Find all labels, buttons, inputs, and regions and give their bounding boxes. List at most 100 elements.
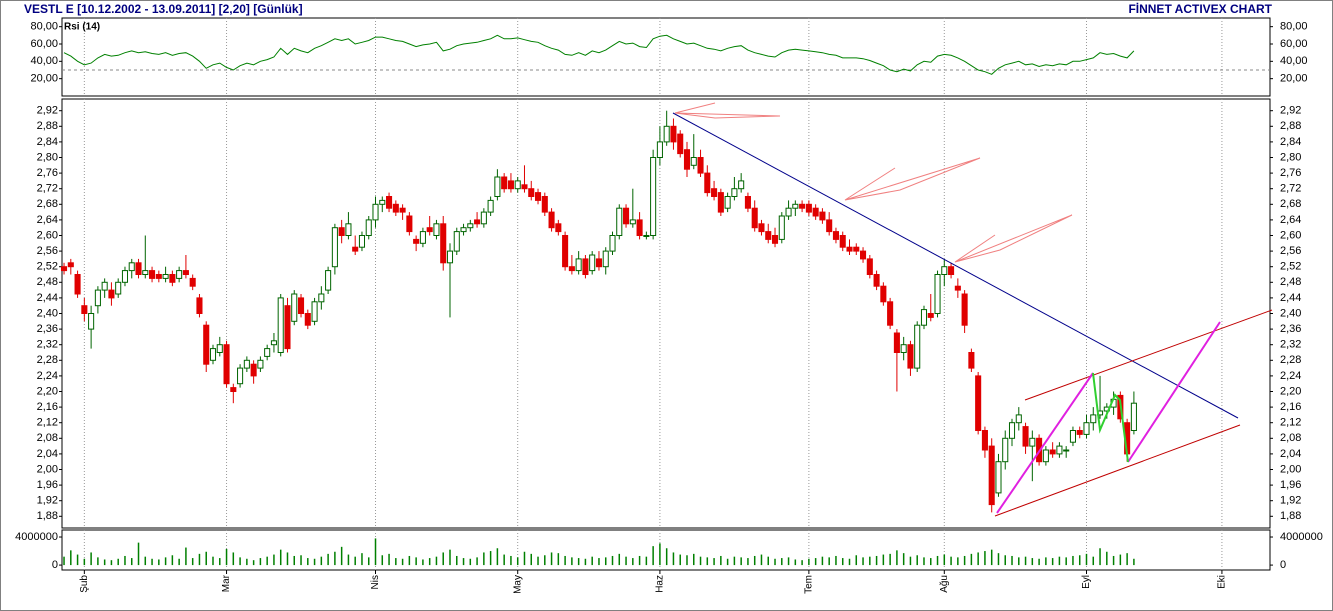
volume-bar xyxy=(584,558,587,566)
candle-body xyxy=(589,254,596,272)
volume-bar xyxy=(930,558,932,566)
candle-body xyxy=(751,207,758,229)
volume-bar xyxy=(239,557,241,566)
y-tick-label: 2,32 xyxy=(1280,339,1301,351)
volume-bar xyxy=(1092,556,1095,566)
candle-body xyxy=(501,176,508,190)
volume-bar xyxy=(767,556,769,566)
y-tick-label: 2,48 xyxy=(1280,276,1301,288)
y-tick-label: 1,88 xyxy=(1280,510,1301,522)
candle-body xyxy=(494,176,501,197)
y-tick-label: 2,88 xyxy=(1280,120,1301,132)
volume-bar xyxy=(103,559,106,566)
volume-bar xyxy=(957,557,959,566)
candle-body xyxy=(189,277,196,287)
candle-body xyxy=(149,270,156,279)
y-tick-label: 2,72 xyxy=(1280,183,1301,195)
magenta-line xyxy=(996,372,1094,514)
volume-bar xyxy=(428,558,431,566)
volume-bar xyxy=(185,547,187,566)
volume-bar xyxy=(496,548,499,566)
candle-body xyxy=(731,188,738,197)
y-tick-label: 80,00 xyxy=(1280,21,1308,33)
volume-bar xyxy=(645,556,648,566)
candle-body xyxy=(534,192,542,201)
volume-bar xyxy=(760,554,763,566)
y-tick-label: 2,36 xyxy=(37,323,58,335)
volume-bar xyxy=(1024,556,1027,566)
volume-bar xyxy=(848,558,851,566)
candle-body xyxy=(433,223,440,237)
y-tick-label: 20,00 xyxy=(30,73,58,85)
candle-body xyxy=(981,430,988,451)
candle-body xyxy=(243,359,250,369)
volume-bar xyxy=(625,556,627,566)
volume-bar xyxy=(212,556,214,566)
candle-body xyxy=(744,196,751,209)
y-tick-label: 2,48 xyxy=(37,276,58,288)
x-tick-label: Nis xyxy=(370,575,381,589)
candle-body xyxy=(216,344,223,354)
candle-body xyxy=(616,207,623,236)
volume-bar xyxy=(984,551,986,566)
y-tick-label: 2,44 xyxy=(1280,292,1301,304)
volume-bar xyxy=(733,556,736,566)
volume-bar xyxy=(300,555,302,566)
volume-bar xyxy=(950,556,952,566)
y-tick-label: 1,92 xyxy=(37,495,58,507)
volume-bar xyxy=(469,558,472,566)
volume-bar xyxy=(70,550,72,566)
volume-bar xyxy=(503,554,505,566)
candle-body xyxy=(866,258,873,275)
candle-body xyxy=(568,266,575,272)
volume-bar xyxy=(266,556,268,566)
candle-body xyxy=(81,305,88,315)
volume-bar xyxy=(415,557,417,566)
volume-bar xyxy=(652,546,654,566)
volume-bar xyxy=(787,557,790,566)
candle-body xyxy=(961,293,968,326)
y-tick-label: 2,12 xyxy=(37,417,58,429)
rsi-panel xyxy=(61,17,1271,97)
candle-body xyxy=(264,348,271,357)
volume-bar xyxy=(90,552,92,566)
y-tick-label: 2,64 xyxy=(1280,214,1301,226)
candle-body xyxy=(284,305,291,350)
volume-bar xyxy=(347,554,350,566)
volume-bar xyxy=(381,555,384,566)
candle-body xyxy=(318,293,325,303)
y-tick-label: 2,60 xyxy=(37,229,58,241)
y-tick-label: 2,52 xyxy=(37,261,58,273)
candle-body xyxy=(419,231,426,244)
volume-bar xyxy=(110,560,113,566)
candle-body xyxy=(602,250,609,268)
volume-bar xyxy=(1045,557,1047,566)
volume-panel xyxy=(61,529,1271,571)
candle-body xyxy=(460,227,467,233)
candle-body xyxy=(176,270,183,279)
volume-bar xyxy=(198,553,201,566)
volume-bar xyxy=(510,555,512,566)
candle-body xyxy=(623,207,630,225)
y-tick-label: 2,16 xyxy=(37,401,58,413)
candle-body xyxy=(467,223,474,229)
y-tick-label: 2,24 xyxy=(37,370,58,382)
candle-body xyxy=(108,289,115,299)
candle-body xyxy=(74,274,81,295)
candle-body xyxy=(196,297,203,314)
volume-bar xyxy=(889,553,891,566)
candle-body xyxy=(392,203,399,213)
volume-bar xyxy=(963,555,966,566)
y-tick-label: 2,04 xyxy=(1280,448,1301,460)
candle-body xyxy=(771,235,779,244)
candle-body xyxy=(514,180,521,190)
candle-body xyxy=(311,301,318,322)
candle-body xyxy=(1076,430,1083,435)
volume-bar xyxy=(367,557,370,566)
volume-bar xyxy=(659,543,661,566)
y-tick-label: 2,56 xyxy=(37,245,58,257)
candle-body xyxy=(799,203,806,209)
candle-body xyxy=(927,313,934,318)
volume-bar xyxy=(841,558,844,566)
